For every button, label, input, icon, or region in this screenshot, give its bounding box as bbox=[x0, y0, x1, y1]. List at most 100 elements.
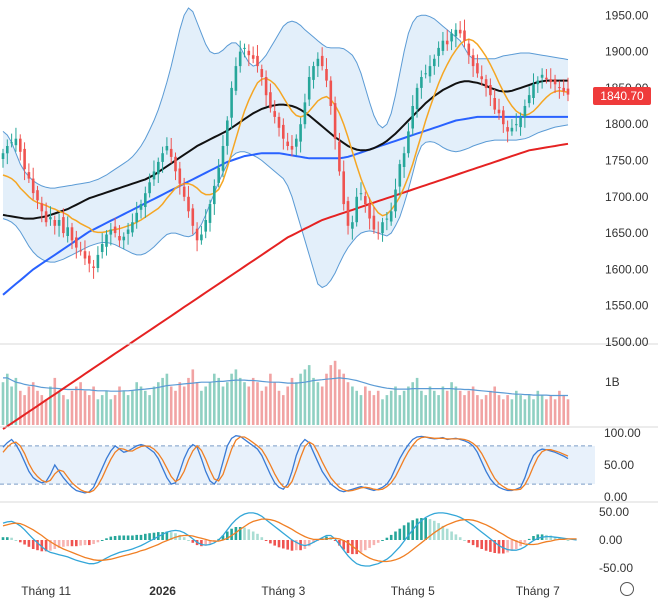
volume-bar bbox=[372, 395, 376, 425]
volume-panel bbox=[1, 360, 570, 425]
volume-bar bbox=[527, 395, 531, 425]
candle-body bbox=[368, 204, 371, 219]
macd-histogram-bar bbox=[359, 540, 363, 553]
time-axis-label: Tháng 7 bbox=[516, 584, 560, 598]
time-axis-label: Tháng 5 bbox=[391, 584, 435, 598]
macd-tick-label: 0.00 bbox=[599, 533, 623, 547]
volume-bar bbox=[79, 382, 82, 425]
volume-bar bbox=[70, 390, 74, 425]
volume-bar bbox=[182, 386, 186, 425]
candle-body bbox=[523, 106, 527, 117]
macd-histogram-bar bbox=[243, 527, 246, 540]
candle-body bbox=[40, 203, 44, 212]
volume-bar bbox=[109, 399, 113, 425]
candle-body bbox=[57, 220, 61, 226]
settings-icon[interactable] bbox=[620, 582, 634, 596]
candle-body bbox=[458, 29, 462, 34]
volume-bar bbox=[187, 377, 190, 425]
macd-histogram-bar bbox=[208, 540, 212, 544]
candle-body bbox=[113, 226, 117, 234]
candle-body bbox=[338, 141, 341, 172]
volume-bar bbox=[44, 399, 48, 425]
candle-body bbox=[221, 146, 225, 171]
volume-bar bbox=[165, 373, 169, 425]
macd-histogram-bar bbox=[454, 534, 458, 540]
candle-body bbox=[88, 255, 91, 264]
macd-histogram-bar bbox=[256, 533, 259, 540]
macd-histogram-bar bbox=[135, 534, 138, 540]
macd-histogram-bar bbox=[187, 540, 190, 541]
volume-bar bbox=[178, 382, 182, 425]
candle-body bbox=[454, 29, 458, 37]
volume-bar bbox=[49, 386, 52, 425]
candle-body bbox=[79, 250, 82, 252]
macd-histogram-bar bbox=[420, 518, 423, 540]
candle-body bbox=[437, 47, 440, 56]
macd-histogram-bar bbox=[549, 535, 553, 540]
macd-histogram-bar bbox=[10, 537, 13, 540]
candle-body bbox=[428, 66, 432, 77]
macd-line bbox=[2, 512, 577, 567]
candle-body bbox=[131, 222, 134, 233]
volume-bar bbox=[295, 382, 298, 425]
candle-body bbox=[273, 111, 276, 117]
macd-histogram-bar bbox=[346, 540, 350, 553]
candle-body bbox=[169, 148, 173, 157]
volume-bar bbox=[27, 386, 31, 425]
candle-body bbox=[510, 127, 514, 132]
candle-body bbox=[269, 92, 272, 109]
macd-histogram-bar bbox=[200, 540, 203, 547]
macd-histogram-bar bbox=[31, 540, 35, 549]
candle-body bbox=[476, 63, 479, 74]
volume-bar bbox=[251, 377, 255, 425]
candle-body bbox=[96, 254, 100, 268]
candle-body bbox=[66, 227, 69, 236]
macd-histogram-bar bbox=[389, 534, 393, 540]
time-axis-label: Tháng 3 bbox=[261, 584, 305, 598]
macd-histogram-bar bbox=[96, 540, 100, 543]
candle-body bbox=[385, 218, 389, 220]
macd-histogram-bar bbox=[515, 540, 518, 549]
volume-bar bbox=[484, 395, 488, 425]
volume-bar bbox=[152, 386, 156, 425]
bollinger-band-fill bbox=[3, 8, 568, 288]
candle-body bbox=[441, 40, 445, 51]
candle-body bbox=[463, 30, 466, 41]
macd-histogram-bar bbox=[23, 540, 26, 545]
macd-histogram-bar bbox=[230, 528, 233, 540]
candle-body bbox=[303, 102, 307, 125]
macd-histogram-bar bbox=[75, 540, 78, 547]
candle-body bbox=[118, 236, 121, 241]
volume-bar bbox=[273, 382, 276, 425]
volume-bar bbox=[105, 390, 108, 425]
volume-bar bbox=[420, 390, 423, 425]
macd-histogram-bar bbox=[70, 540, 74, 547]
volume-bar bbox=[286, 386, 289, 425]
volume-bar bbox=[6, 373, 9, 425]
candle-body bbox=[83, 251, 87, 259]
stochastic-tick-label: 100.00 bbox=[604, 426, 641, 440]
candle-body bbox=[191, 208, 195, 226]
candle-body bbox=[346, 201, 350, 226]
candle-body bbox=[398, 164, 402, 187]
volume-bar bbox=[213, 373, 216, 425]
candle-body bbox=[467, 43, 471, 56]
macd-histogram-bar bbox=[109, 536, 113, 540]
volume-bar bbox=[135, 382, 138, 425]
volume-bar bbox=[269, 373, 272, 425]
candle-body bbox=[135, 212, 138, 223]
volume-bar bbox=[316, 382, 320, 425]
candle-body bbox=[333, 103, 337, 139]
candle-body bbox=[230, 87, 233, 118]
volume-bar bbox=[338, 369, 341, 425]
macd-histogram-bar bbox=[381, 540, 384, 541]
volume-bar bbox=[66, 399, 69, 425]
candle-body bbox=[10, 142, 13, 144]
price-tick-label: 1550.00 bbox=[605, 299, 649, 313]
macd-histogram-bar bbox=[178, 534, 182, 540]
macd-histogram-bar bbox=[148, 533, 151, 540]
macd-histogram-bar bbox=[502, 540, 505, 554]
price-tick-label: 1900.00 bbox=[605, 45, 649, 59]
macd-histogram-bar bbox=[100, 540, 104, 541]
